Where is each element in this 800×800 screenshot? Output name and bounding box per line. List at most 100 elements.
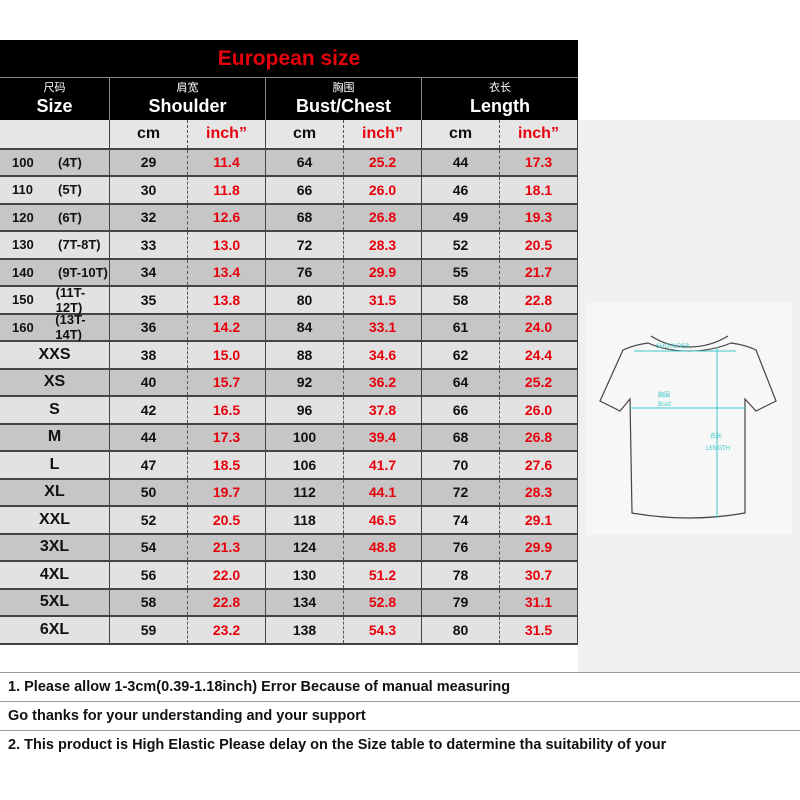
note-3: 2. This product is High Elastic Please d… <box>0 730 800 759</box>
header-en: Shoulder <box>148 95 227 116</box>
inch-cell: 25.2 <box>344 149 422 175</box>
size-cell: 140 (9T-10T) <box>0 259 110 285</box>
size-value: 100 <box>12 154 34 170</box>
inch-cell: 36.2 <box>344 369 422 395</box>
cm-cell: 42 <box>110 397 188 423</box>
size-cell: XL <box>0 479 110 505</box>
size-value: 130 <box>12 237 34 253</box>
inch-cell: 26.0 <box>344 177 422 203</box>
table-row: 4XL 56 22.0 130 51.2 78 30.7 <box>0 562 578 590</box>
inch-cell: 24.0 <box>500 314 578 340</box>
inch-cell: 44.1 <box>344 479 422 505</box>
size-cell: 150 (11T-12T) <box>0 284 110 315</box>
table-row: XXS 38 15.0 88 34.6 62 24.4 <box>0 342 578 370</box>
inch-cell: 37.8 <box>344 397 422 423</box>
size-value: 160 <box>12 319 34 335</box>
header-zh: 肩宽 <box>176 81 199 94</box>
cm-cell: 134 <box>266 589 344 615</box>
cm-cell: 138 <box>266 617 344 643</box>
kid-size: (7T-8T) <box>58 237 101 253</box>
inch-cell: 26.8 <box>344 204 422 230</box>
size-cell: XXL <box>0 507 110 533</box>
header-bust: 胸围 Bust/Chest <box>266 78 422 120</box>
cm-cell: 68 <box>422 424 500 450</box>
kid-size: (5T) <box>58 182 82 198</box>
inch-cell: 17.3 <box>188 424 266 450</box>
inch-cell: 31.5 <box>344 287 422 313</box>
cm-cell: 54 <box>110 534 188 560</box>
cm-cell: 66 <box>266 177 344 203</box>
cm-cell: 50 <box>110 479 188 505</box>
units-row: cm inch” cm inch” cm inch” <box>0 120 578 150</box>
tshirt-diagram: SHOULDER 胸围 Bust 衣长 LENGTH <box>586 303 792 535</box>
table-row: 150 (11T-12T) 35 13.8 80 31.5 58 22.8 <box>0 284 578 315</box>
cm-cell: 96 <box>266 397 344 423</box>
cm-cell: 46 <box>422 177 500 203</box>
inch-cell: 11.4 <box>188 149 266 175</box>
inch-cell: 29.9 <box>344 259 422 285</box>
cm-cell: 56 <box>110 562 188 588</box>
inch-cell: 39.4 <box>344 424 422 450</box>
cm-cell: 68 <box>266 204 344 230</box>
inch-cell: 52.8 <box>344 589 422 615</box>
cm-cell: 72 <box>422 479 500 505</box>
inch-cell: 22.8 <box>500 287 578 313</box>
inch-cell: 31.1 <box>500 589 578 615</box>
inch-cell: 18.5 <box>188 452 266 478</box>
kid-size: (11T-12T) <box>55 284 86 315</box>
header-en: Size <box>36 95 73 116</box>
cm-cell: 106 <box>266 452 344 478</box>
cm-cell: 78 <box>422 562 500 588</box>
inch-cell: 21.3 <box>188 534 266 560</box>
length-zh-label: 衣长 <box>710 432 722 440</box>
cm-cell: 47 <box>110 452 188 478</box>
size-cell: L <box>0 452 110 478</box>
shirt-outline <box>599 342 777 519</box>
table-row: 3XL 54 21.3 124 48.8 76 29.9 <box>0 534 578 562</box>
table-row: 130 (7T-8T) 33 13.0 72 28.3 52 20.5 <box>0 232 578 260</box>
size-value: 150 <box>12 292 34 308</box>
inch-cell: 26.0 <box>500 397 578 423</box>
table-row: S 42 16.5 96 37.8 66 26.0 <box>0 397 578 425</box>
cm-cell: 112 <box>266 479 344 505</box>
table-row: XS 40 15.7 92 36.2 64 25.2 <box>0 369 578 397</box>
unit-inch: inch” <box>344 120 422 148</box>
note-2: Go thanks for your understanding and you… <box>0 701 800 730</box>
cm-cell: 70 <box>422 452 500 478</box>
notes: 1. Please allow 1-3cm(0.39-1.18inch) Err… <box>0 672 800 759</box>
table-row: XL 50 19.7 112 44.1 72 28.3 <box>0 479 578 507</box>
shoulder-label: SHOULDER <box>656 343 689 350</box>
inch-cell: 29.1 <box>500 507 578 533</box>
cm-cell: 44 <box>110 424 188 450</box>
inch-cell: 26.8 <box>500 424 578 450</box>
cm-cell: 130 <box>266 562 344 588</box>
bust-zh-label: 胸围 <box>658 391 670 399</box>
inch-cell: 51.2 <box>344 562 422 588</box>
cm-cell: 64 <box>422 369 500 395</box>
kid-size: (13T-14T) <box>55 312 86 343</box>
header-shoulder: 肩宽 Shoulder <box>110 78 266 120</box>
inch-cell: 23.2 <box>188 617 266 643</box>
cm-cell: 58 <box>422 287 500 313</box>
inch-cell: 19.7 <box>188 479 266 505</box>
cm-cell: 66 <box>422 397 500 423</box>
cm-cell: 61 <box>422 314 500 340</box>
cm-cell: 84 <box>266 314 344 340</box>
cm-cell: 58 <box>110 589 188 615</box>
inch-cell: 41.7 <box>344 452 422 478</box>
inch-cell: 17.3 <box>500 149 578 175</box>
unit-inch: inch” <box>500 120 578 148</box>
length-label: LENGTH <box>706 445 730 452</box>
cm-cell: 62 <box>422 342 500 368</box>
inch-cell: 13.8 <box>188 287 266 313</box>
kid-size: (9T-10T) <box>58 264 108 280</box>
table-row: 160 (13T-14T) 36 14.2 84 33.1 61 24.0 <box>0 312 578 343</box>
note-1: 1. Please allow 1-3cm(0.39-1.18inch) Err… <box>0 672 800 701</box>
inch-cell: 11.8 <box>188 177 266 203</box>
cm-cell: 100 <box>266 424 344 450</box>
size-cell: 5XL <box>0 589 110 615</box>
inch-cell: 33.1 <box>344 314 422 340</box>
inch-cell: 28.3 <box>344 232 422 258</box>
size-cell: 100 (4T) <box>0 149 110 175</box>
cm-cell: 74 <box>422 507 500 533</box>
